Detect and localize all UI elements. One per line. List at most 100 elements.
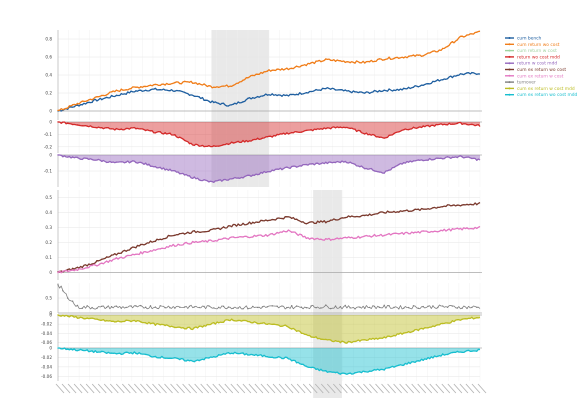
data-point	[407, 306, 410, 309]
data-point	[334, 219, 337, 221]
data-point	[403, 332, 405, 334]
data-point	[193, 95, 196, 97]
data-point	[164, 307, 166, 309]
data-point	[471, 203, 473, 206]
data-point	[130, 352, 132, 354]
data-point	[222, 85, 225, 87]
data-point	[125, 351, 127, 353]
data-point	[417, 329, 420, 332]
data-point	[339, 126, 342, 128]
data-point	[476, 159, 478, 161]
data-point	[354, 62, 356, 64]
data-point	[91, 263, 93, 265]
data-point	[96, 318, 98, 320]
data-point	[300, 332, 303, 334]
y-tick-label: -0.1	[44, 132, 53, 137]
data-point	[417, 54, 420, 56]
y-tick-label: -0.06	[41, 374, 52, 379]
data-point	[203, 179, 205, 181]
data-point	[242, 79, 244, 81]
data-point	[208, 145, 210, 147]
data-point	[427, 356, 429, 359]
y-tick-label: 0	[49, 346, 52, 351]
data-point	[344, 126, 346, 129]
data-point	[291, 360, 293, 362]
data-point	[427, 208, 429, 210]
data-point	[417, 360, 420, 362]
data-point	[359, 371, 361, 373]
series-line	[58, 154, 481, 183]
data-point	[67, 108, 69, 110]
data-point	[295, 131, 298, 133]
data-point	[159, 131, 161, 133]
data-point	[476, 316, 478, 319]
data-point	[393, 334, 395, 337]
data-point	[247, 174, 249, 177]
data-point	[305, 129, 308, 132]
data-point	[276, 217, 278, 220]
x-tick-label	[248, 383, 258, 394]
data-point	[310, 90, 312, 93]
data-point	[91, 350, 93, 352]
data-point	[193, 241, 196, 244]
data-point	[441, 158, 444, 160]
data-point	[135, 247, 137, 249]
data-point	[407, 128, 410, 131]
data-point	[471, 157, 473, 160]
series-line	[57, 30, 481, 112]
data-point	[164, 89, 166, 91]
data-point	[105, 260, 108, 262]
data-point	[422, 125, 424, 127]
data-point	[446, 229, 449, 231]
data-point	[188, 142, 191, 145]
data-point	[310, 336, 312, 338]
data-point	[237, 140, 239, 143]
data-point	[198, 82, 200, 85]
data-point	[271, 232, 273, 235]
data-point	[417, 86, 420, 88]
data-point	[130, 305, 132, 307]
data-point	[398, 163, 400, 166]
data-point	[81, 307, 84, 309]
data-point	[368, 235, 371, 237]
data-point	[154, 249, 157, 251]
data-point	[320, 368, 322, 371]
data-point	[466, 72, 468, 74]
data-point	[315, 307, 317, 309]
data-point	[451, 320, 454, 322]
y-tick-label: -0.2	[44, 144, 53, 149]
data-point	[461, 307, 463, 309]
data-point	[159, 305, 161, 307]
data-point	[451, 76, 454, 79]
data-point	[403, 129, 405, 131]
x-tick-label	[399, 383, 408, 394]
data-point	[437, 324, 439, 326]
data-point	[325, 338, 327, 341]
data-point	[81, 349, 84, 351]
data-point	[320, 220, 322, 222]
data-point	[217, 238, 220, 241]
data-point	[412, 126, 415, 128]
data-point	[256, 234, 259, 237]
y-tick-label: -0.04	[41, 331, 52, 336]
data-point	[305, 307, 308, 309]
data-point	[281, 68, 283, 70]
panel-4: 0 0.1 0.2 0.3 0.4 0.5	[45, 190, 482, 280]
data-point	[144, 129, 147, 132]
data-point	[91, 264, 93, 267]
data-point	[256, 221, 259, 223]
data-point	[115, 305, 118, 307]
data-point	[247, 236, 249, 238]
data-point	[130, 247, 132, 249]
data-point	[217, 86, 220, 89]
data-point	[130, 127, 132, 129]
panel-2: 0 -0.1 -0.2	[44, 120, 482, 153]
data-point	[295, 65, 298, 67]
y-tick-label: 0.6	[45, 55, 52, 60]
data-point	[193, 360, 196, 363]
data-point	[368, 306, 371, 309]
data-point	[291, 231, 293, 233]
data-point	[329, 239, 332, 241]
data-point	[334, 371, 337, 374]
data-point	[227, 238, 230, 240]
